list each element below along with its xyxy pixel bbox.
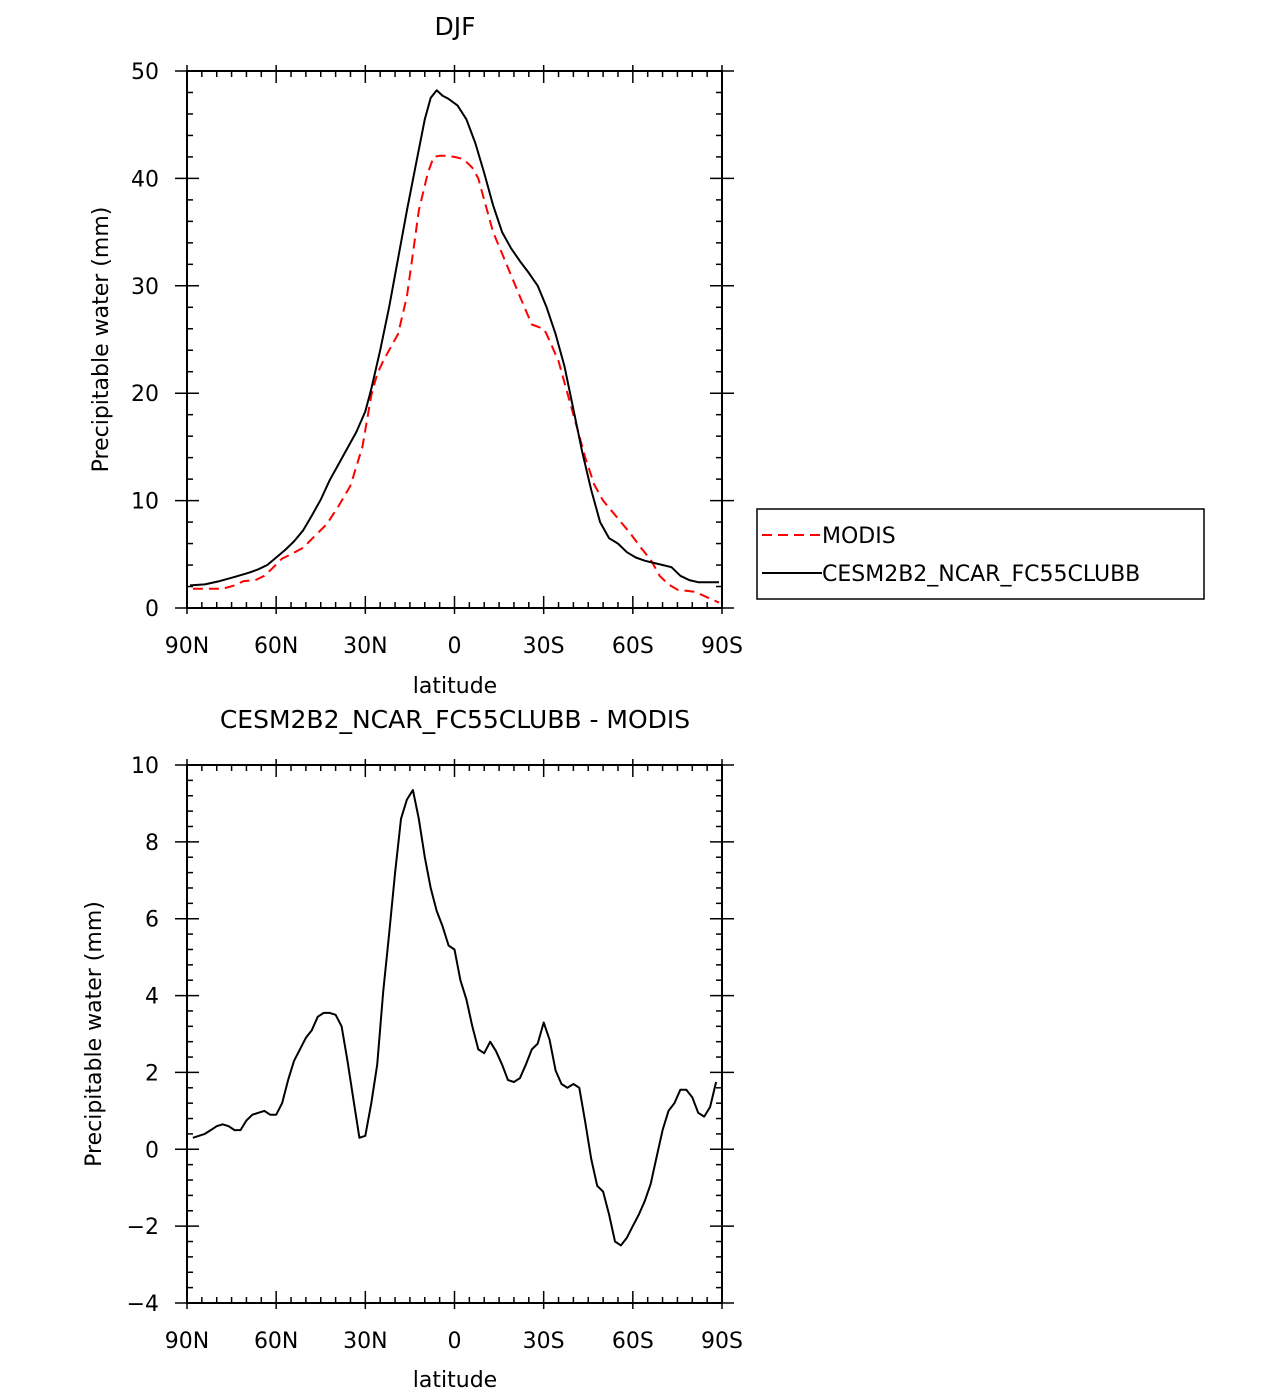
y-tick-label: 4 [145, 985, 159, 1010]
y-tick-label: 2 [145, 1061, 159, 1086]
plot-frame [186, 764, 723, 1304]
series-line-modis [192, 154, 720, 604]
x-axis-label: latitude [413, 674, 497, 699]
series-line-0 [192, 789, 718, 1247]
legend-box [756, 508, 1205, 600]
plot-frame [186, 70, 723, 609]
bottom-panel-difference: CESM2B2_NCAR_FC55CLUBB - MODIS 90N 60N 30N… [82, 705, 743, 1393]
x-tick-label: 60N [254, 634, 298, 659]
y-tick-label: 8 [145, 831, 159, 856]
y-tick-label: 10 [131, 754, 159, 779]
x-tick-label: 30N [343, 634, 387, 659]
chart-title: CESM2B2_NCAR_FC55CLUBB - MODIS [220, 705, 690, 734]
x-tick-label: 90N [165, 1329, 209, 1354]
x-tick-label: 60N [254, 1329, 298, 1354]
axis-ticks: 90N 60N 30N 0 30S 60S 90S −4 −2 0 2 4 6 8 10 [127, 754, 743, 1354]
y-tick-label: 20 [131, 382, 159, 407]
y-tick-label: −4 [127, 1292, 159, 1317]
axis-ticks: 90N 60N 30N 0 30S 60S 90S 0 10 20 30 40 50 [131, 60, 743, 659]
x-tick-label: 30N [343, 1329, 387, 1354]
top-panel-djf: DJF 90N 60N 30N 0 30S 60S 90S 0 10 20 30 40 50 latit… [89, 12, 1205, 699]
x-tick-label: 90S [701, 1329, 743, 1354]
y-axis-label: Precipitable water (mm) [82, 901, 107, 1167]
x-tick-label: 30S [523, 634, 565, 659]
legend: MODIS CESM2B2_NCAR_FC55CLUBB [756, 508, 1205, 600]
y-tick-label: −2 [127, 1215, 159, 1240]
x-tick-label: 0 [448, 634, 462, 659]
x-tick-label: 60S [612, 634, 654, 659]
y-tick-label: 0 [145, 597, 159, 622]
x-tick-label: 30S [523, 1329, 565, 1354]
y-tick-label: 30 [131, 275, 159, 300]
y-tick-label: 6 [145, 908, 159, 933]
x-tick-label: 0 [448, 1329, 462, 1354]
series-lines [189, 89, 720, 604]
x-tick-label: 90S [701, 634, 743, 659]
x-axis-label: latitude [413, 1368, 497, 1393]
x-tick-label: 60S [612, 1329, 654, 1354]
y-axis-label: Precipitable water (mm) [89, 207, 114, 473]
series-lines [192, 789, 718, 1247]
x-tick-label: 90N [165, 634, 209, 659]
legend-label-modis: MODIS [822, 524, 896, 549]
y-tick-label: 10 [131, 490, 159, 515]
y-tick-label: 0 [145, 1138, 159, 1163]
series-line-cesm2b2-ncar-fc55clubb [189, 89, 719, 587]
legend-label-cesm: CESM2B2_NCAR_FC55CLUBB [822, 562, 1140, 587]
y-tick-label: 50 [131, 60, 159, 85]
chart-title: DJF [434, 12, 475, 41]
y-tick-label: 40 [131, 167, 159, 192]
